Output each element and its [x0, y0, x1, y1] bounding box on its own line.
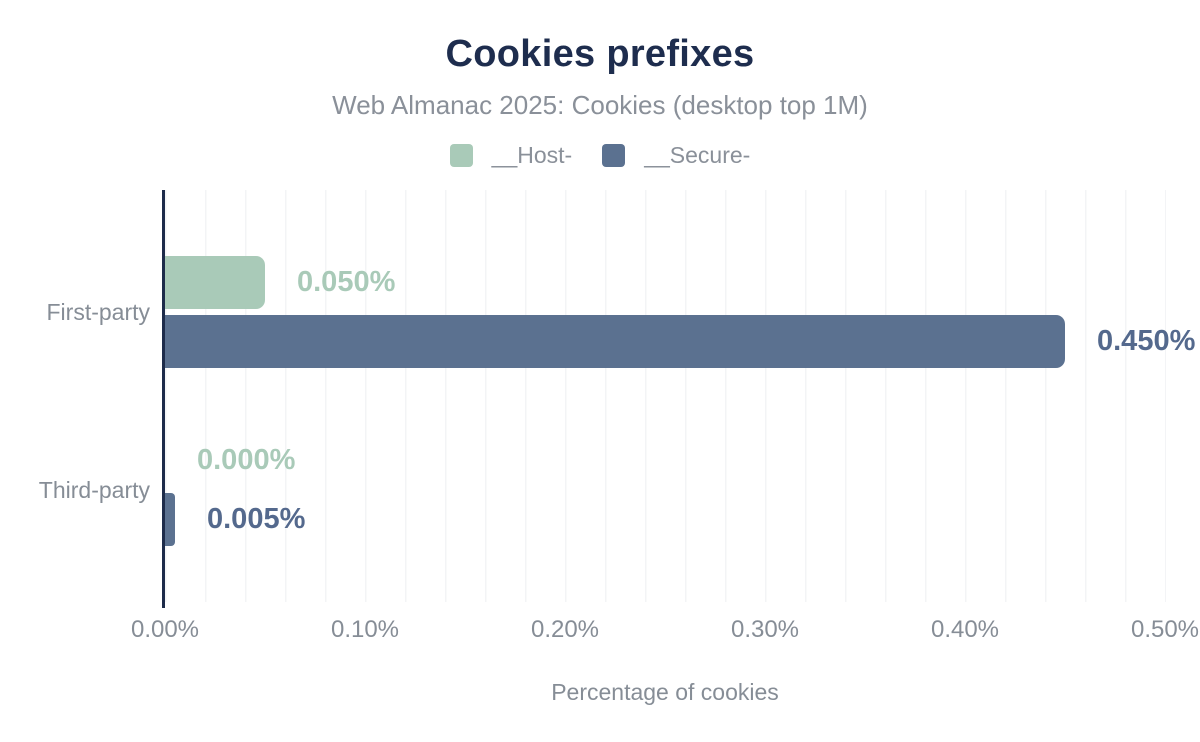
value-label-first-party-host: 0.050%	[297, 266, 396, 298]
y-category-label-third-party: Third-party	[38, 477, 150, 503]
x-tick-label-0-50: 0.50%	[1130, 616, 1200, 643]
bar-first-party-host	[165, 256, 265, 309]
y-category-label-first-party: First-party	[46, 299, 151, 325]
legend-item-host: __Host-	[449, 142, 573, 169]
x-axis-title: Percentage of cookies	[551, 679, 779, 705]
legend-item-secure: __Secure-	[602, 142, 750, 169]
x-tick-label-0-10: 0.10%	[330, 616, 400, 643]
chart-title: Cookies prefixes	[445, 33, 755, 75]
secure-swatch-icon	[602, 144, 626, 167]
y-axis-line	[162, 190, 165, 608]
value-label-first-party-secure: 0.450%	[1097, 325, 1196, 357]
bar-third-party-secure	[165, 493, 175, 546]
x-tick-label-0-40: 0.40%	[930, 616, 1000, 643]
legend-label-secure: __Secure-	[644, 142, 751, 168]
x-tick-label-0-20: 0.20%	[530, 616, 600, 643]
value-label-third-party-secure: 0.005%	[207, 503, 306, 535]
legend-label-host: __Host-	[491, 142, 573, 168]
plot-area	[165, 190, 1166, 602]
chart-subtitle: Web Almanac 2025: Cookies (desktop top 1…	[332, 90, 868, 120]
value-label-third-party-host: 0.000%	[197, 444, 296, 476]
host-swatch-icon	[449, 144, 473, 167]
legend: __Host- __Secure-	[0, 142, 1200, 169]
bar-first-party-secure	[165, 315, 1065, 368]
x-tick-label-0-00: 0.00%	[130, 616, 200, 643]
x-tick-label-0-30: 0.30%	[730, 616, 800, 643]
